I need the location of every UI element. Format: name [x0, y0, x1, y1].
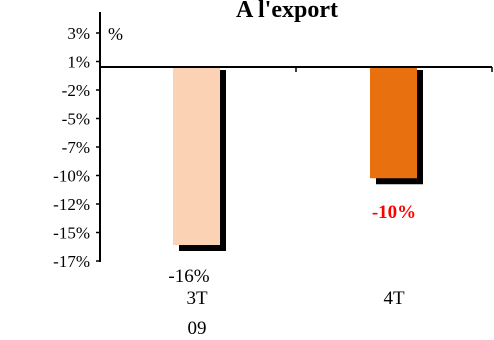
data-label: -10%: [372, 202, 416, 223]
y-tick-label: -15%: [53, 224, 90, 243]
bars: [173, 67, 417, 245]
category-labels: 3T 09 4T: [186, 288, 405, 339]
y-tick-label: -7%: [62, 138, 90, 157]
y-tick-label: -12%: [53, 195, 90, 214]
y-tick-label: 1%: [67, 53, 90, 72]
data-labels: -16% -10%: [168, 202, 416, 287]
y-tick-label: -10%: [53, 167, 90, 186]
y-tick-label: -17%: [53, 252, 90, 271]
y-tick-label: -5%: [62, 110, 90, 129]
y-tick-label: 3%: [67, 24, 90, 43]
chart-title: A l'export: [236, 0, 338, 23]
axes: [96, 12, 493, 262]
unit-label: %: [108, 24, 123, 44]
category-label: 3T 09: [186, 288, 208, 339]
y-tick-label: -2%: [62, 81, 90, 100]
data-label: -16%: [168, 266, 209, 287]
bar: [173, 67, 220, 245]
bar: [370, 67, 417, 179]
y-tick-labels: 3% 1% -2% -5% -7% -10% -12% -15% -17%: [53, 24, 90, 271]
category-label: 4T: [383, 288, 405, 309]
